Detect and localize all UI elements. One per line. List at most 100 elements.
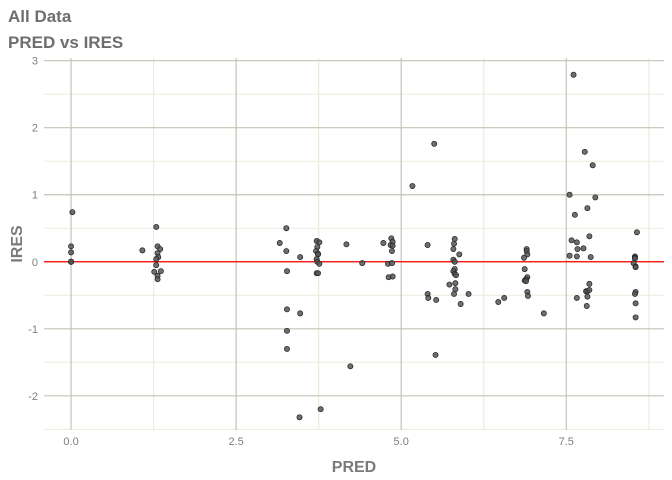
data-point <box>432 351 439 358</box>
x-tick-label: 7.5 <box>559 436 574 448</box>
data-point <box>633 229 640 236</box>
data-point <box>154 276 161 283</box>
data-point <box>465 290 472 297</box>
data-point <box>296 414 303 421</box>
data-point <box>580 245 587 252</box>
data-point <box>457 301 464 307</box>
data-point <box>573 295 580 301</box>
data-point <box>139 247 146 254</box>
data-point <box>523 278 529 285</box>
data-point <box>276 240 283 246</box>
data-point <box>632 314 639 321</box>
data-point <box>584 205 591 212</box>
chart-title: All Data <box>8 7 72 26</box>
tick-labels: 0.0 2.5 5.0 7.5 -2 -1 0 1 2 3 <box>28 56 574 448</box>
data-point <box>456 251 463 258</box>
data-point <box>297 310 304 317</box>
data-point <box>631 290 638 297</box>
data-point <box>153 223 160 230</box>
data-point <box>389 260 395 267</box>
data-point <box>501 295 508 301</box>
data-point <box>451 240 457 247</box>
x-tick-label: 2.5 <box>228 436 243 448</box>
data-point <box>69 209 76 216</box>
data-point <box>68 249 75 256</box>
data-point <box>343 241 350 248</box>
y-axis-label: IRES <box>9 225 26 263</box>
y-tick-label: 2 <box>32 123 38 135</box>
data-point <box>283 248 290 254</box>
data-point <box>451 258 458 265</box>
data-point <box>157 268 164 275</box>
data-point <box>389 273 396 280</box>
data-point <box>359 260 366 267</box>
data-point <box>521 266 528 273</box>
data-point <box>568 237 575 244</box>
data-point <box>453 272 459 279</box>
data-point <box>584 293 591 300</box>
data-point <box>566 252 573 259</box>
data-point <box>586 280 593 287</box>
data-point <box>587 254 594 261</box>
data-point <box>570 71 577 78</box>
x-tick-label: 0.0 <box>63 436 78 448</box>
data-point <box>433 297 440 303</box>
data-point <box>389 242 396 249</box>
data-point <box>540 310 547 317</box>
grid <box>44 58 664 430</box>
y-tick-label: 3 <box>32 56 38 68</box>
x-tick-label: 5.0 <box>394 436 409 448</box>
data-point <box>380 240 387 246</box>
x-axis-label: PRED <box>332 459 376 476</box>
data-point <box>347 363 354 370</box>
points <box>68 71 640 421</box>
data-point <box>446 281 453 288</box>
data-point <box>316 260 323 267</box>
data-point <box>431 140 438 147</box>
data-point <box>297 254 304 261</box>
data-point <box>284 306 290 313</box>
data-point <box>283 225 290 232</box>
y-tick-label: 0 <box>32 257 38 269</box>
data-point <box>389 248 395 254</box>
data-point <box>573 253 580 260</box>
chart-subtitle: PRED vs IRES <box>8 33 124 52</box>
data-point <box>153 256 160 263</box>
data-point <box>451 290 457 297</box>
data-point <box>495 299 502 305</box>
data-point <box>592 194 599 201</box>
data-point <box>409 183 416 189</box>
data-point <box>586 286 593 293</box>
data-point <box>425 295 432 301</box>
data-point <box>586 233 593 240</box>
data-point <box>581 148 588 155</box>
data-point <box>583 303 590 309</box>
data-point <box>284 268 290 275</box>
data-point <box>571 211 578 218</box>
data-point <box>574 246 581 252</box>
data-point <box>452 280 459 287</box>
data-point <box>153 262 160 269</box>
data-point <box>284 327 290 334</box>
data-point <box>573 239 580 246</box>
data-point <box>317 406 324 413</box>
y-tick-label: 1 <box>32 190 38 202</box>
data-point <box>632 264 639 271</box>
data-point <box>589 162 596 169</box>
data-point <box>521 254 527 261</box>
data-point <box>68 243 75 250</box>
data-point <box>151 268 158 275</box>
data-point <box>315 270 321 277</box>
data-point <box>632 300 639 307</box>
data-point <box>424 242 431 248</box>
data-point <box>68 258 75 265</box>
data-point <box>566 191 573 198</box>
y-tick-label: -1 <box>28 324 38 336</box>
data-point <box>157 246 164 252</box>
data-point <box>284 345 290 352</box>
data-point <box>450 246 457 252</box>
data-point <box>525 292 531 299</box>
y-tick-label: -2 <box>28 391 38 403</box>
